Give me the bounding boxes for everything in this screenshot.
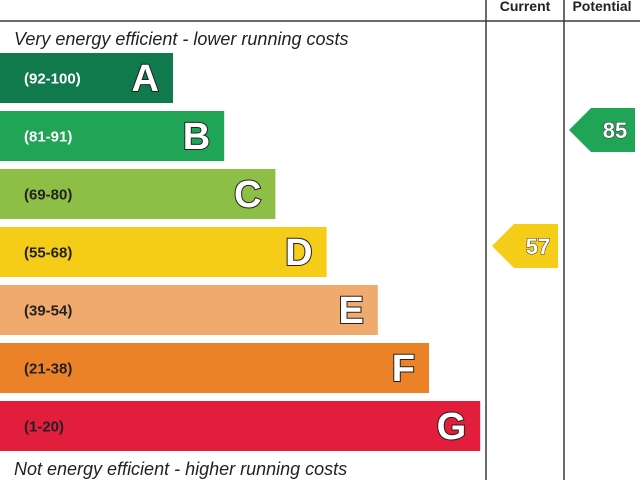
band-b-letter: B xyxy=(183,116,210,158)
band-a-range-label: (92-100) xyxy=(24,71,81,88)
current-column-header: Current xyxy=(500,0,551,14)
band-a-letter: A xyxy=(132,58,159,100)
band-f-letter: F xyxy=(392,348,415,390)
rating-markers: 57 85 xyxy=(492,108,635,268)
band-d-bar xyxy=(0,227,327,277)
band-c-range-label: (69-80) xyxy=(24,187,72,204)
band-a-bar xyxy=(0,53,173,103)
band-b-bar xyxy=(0,111,225,161)
band-g-bar xyxy=(0,401,481,451)
band-c-letter: C xyxy=(234,174,261,216)
current-rating-value: 57 xyxy=(526,234,550,259)
band-c-bar xyxy=(0,169,276,219)
band-e-range-label: (39-54) xyxy=(24,303,72,320)
potential-rating-value: 85 xyxy=(603,118,627,143)
band-f-bar xyxy=(0,343,429,393)
rating-bands: (92-100) A (81-91) B (69-80) C (55-68) D (39-54)… xyxy=(0,53,481,451)
band-g-letter: G xyxy=(437,406,467,448)
band-e-letter: E xyxy=(338,290,363,332)
band-b-range-label: (81-91) xyxy=(24,129,72,146)
band-d-range-label: (55-68) xyxy=(24,245,72,262)
band-d-letter: D xyxy=(285,232,312,274)
bottom-caption: Not energy efficient - higher running co… xyxy=(14,459,347,479)
band-g-range-label: (1-20) xyxy=(24,419,64,436)
potential-rating-arrow xyxy=(569,108,635,152)
top-caption: Very energy efficient - lower running co… xyxy=(14,29,349,49)
band-f-range-label: (21-38) xyxy=(24,361,72,378)
current-rating-arrow xyxy=(492,224,558,268)
potential-column-header: Potential xyxy=(572,0,631,14)
band-e-bar xyxy=(0,285,378,335)
